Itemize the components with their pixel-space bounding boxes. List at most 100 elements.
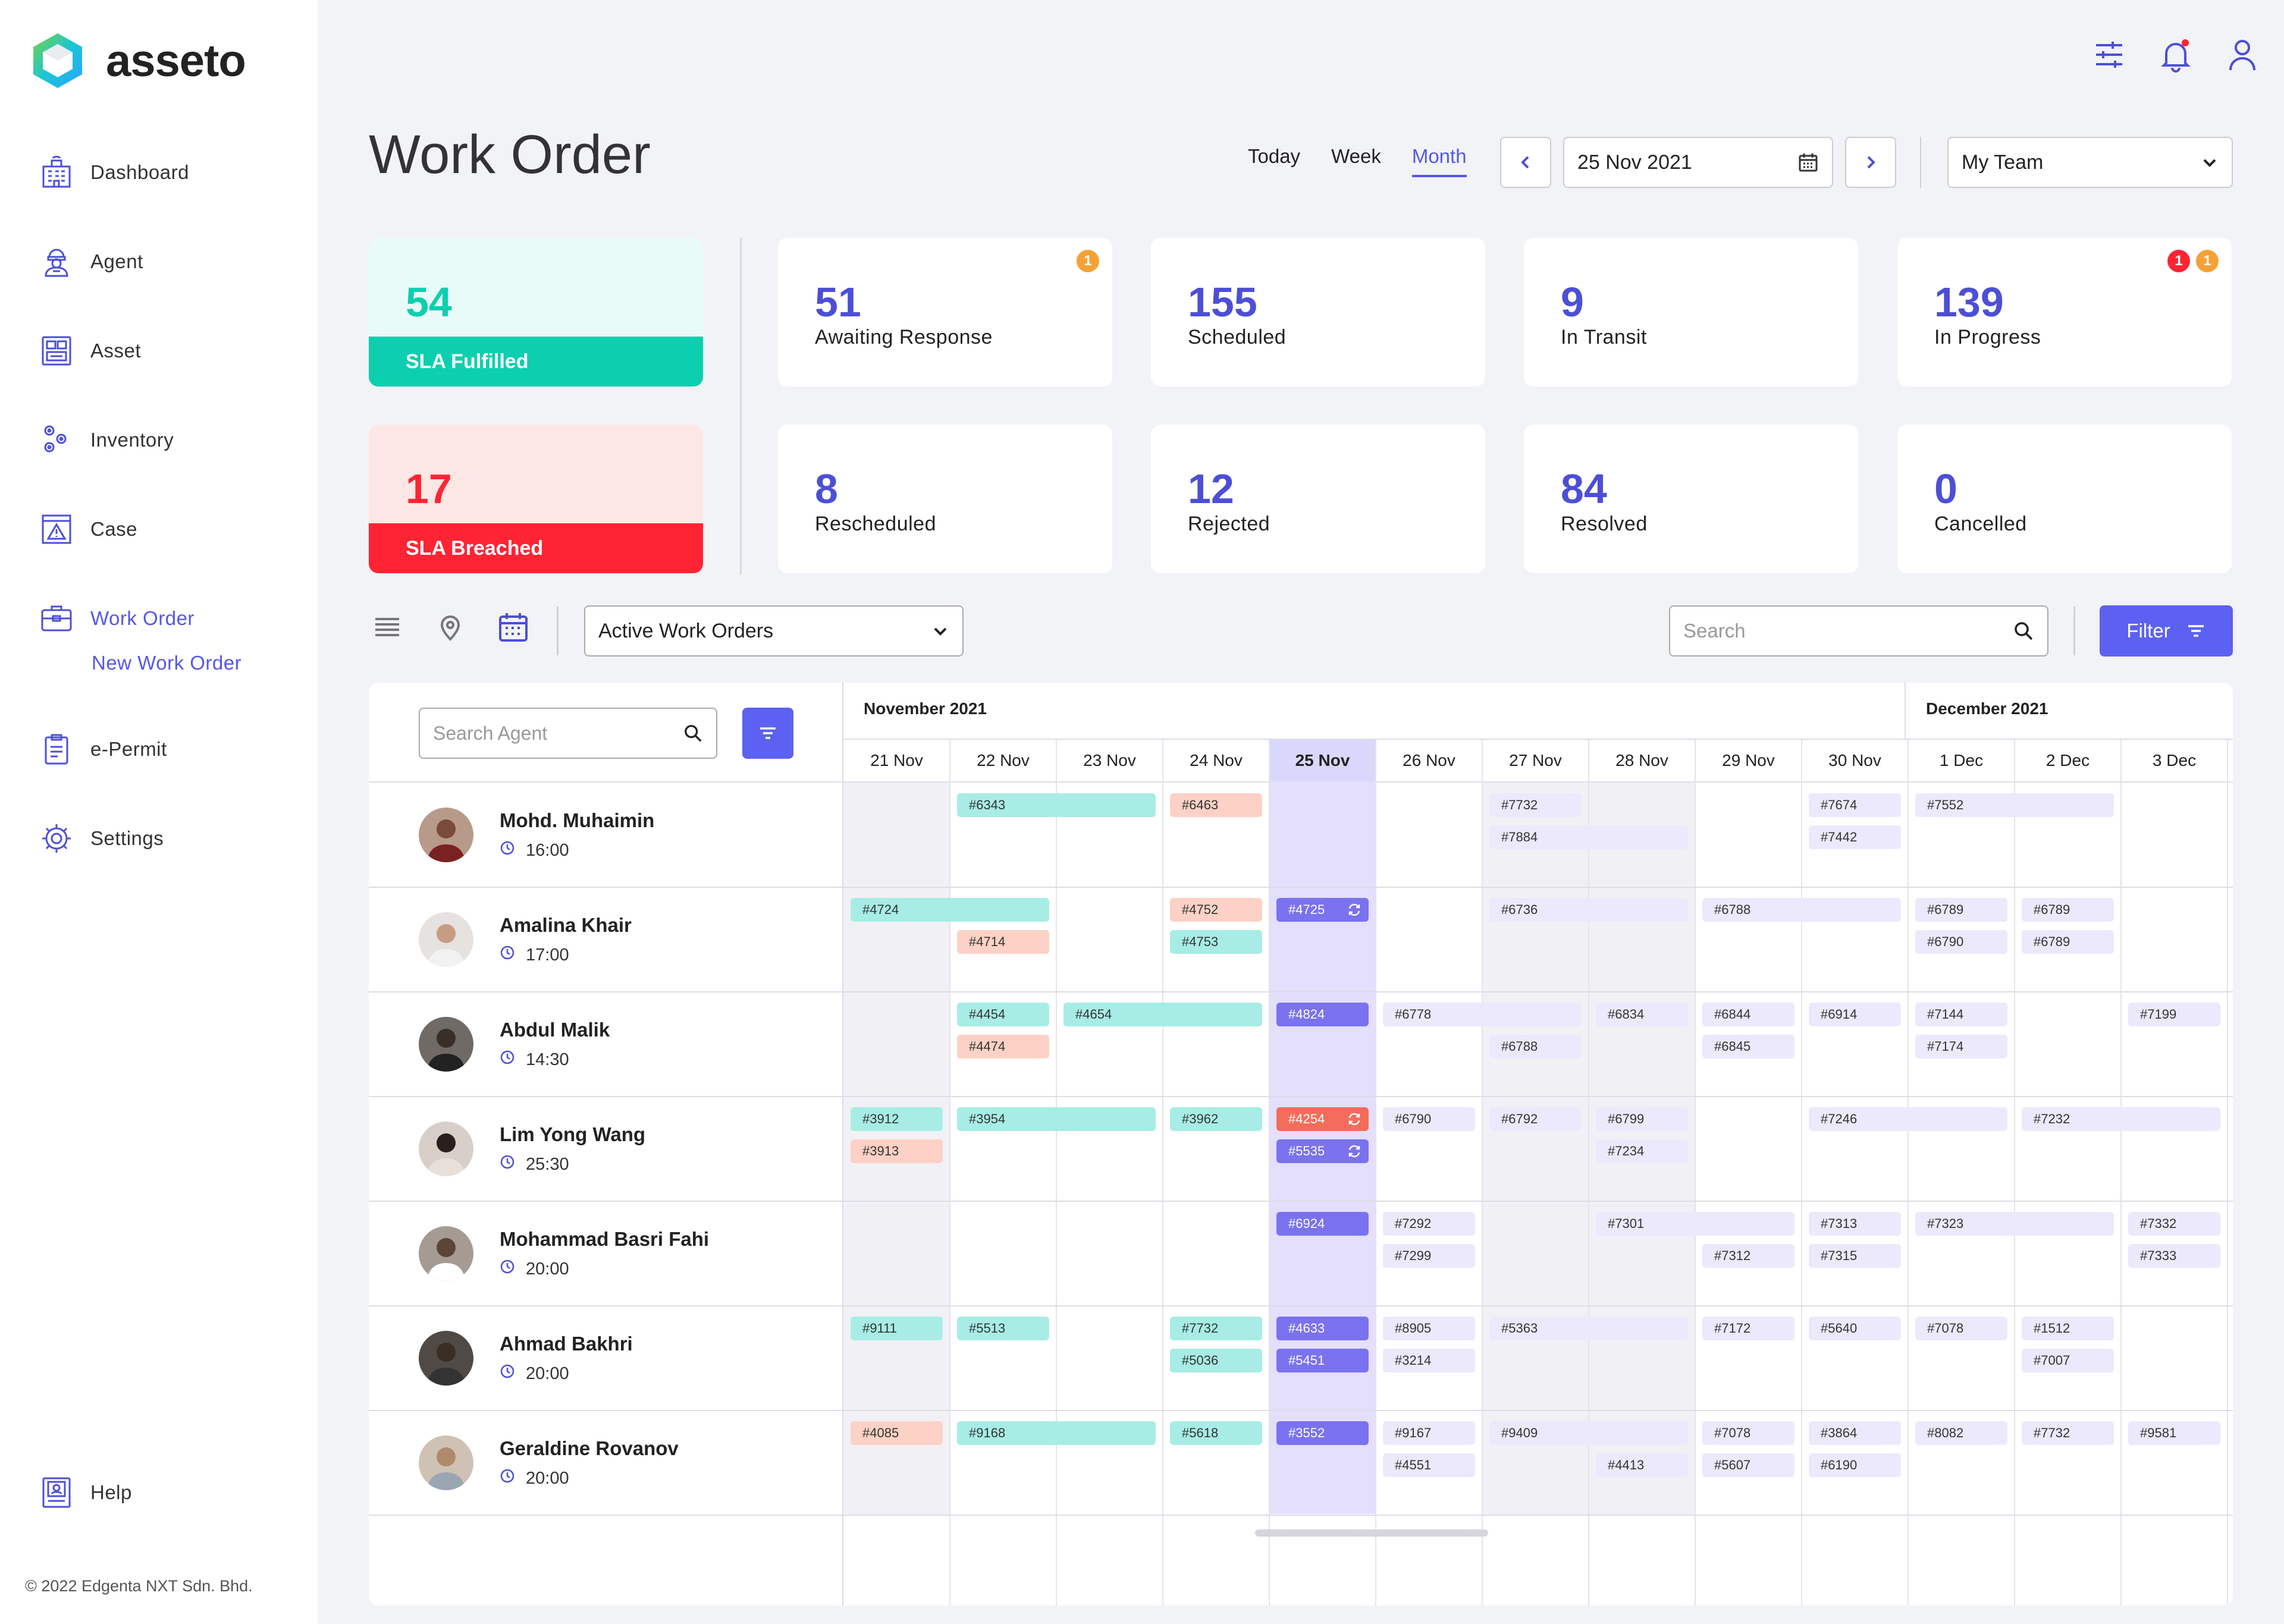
sidebar-item-settings[interactable]: Settings bbox=[38, 818, 164, 859]
sliders-icon[interactable] bbox=[2091, 37, 2127, 73]
work-order-chip[interactable]: #7234 bbox=[1596, 1139, 1688, 1163]
work-order-chip[interactable]: #6736 bbox=[1489, 898, 1688, 922]
work-order-chip[interactable]: #6789 bbox=[2022, 930, 2114, 954]
work-order-chip[interactable]: #7301 bbox=[1596, 1212, 1794, 1236]
work-order-chip[interactable]: #6844 bbox=[1702, 1003, 1794, 1026]
work-order-chip[interactable]: #1512 bbox=[2022, 1317, 2114, 1340]
work-order-chip[interactable]: #7674 bbox=[1809, 793, 1901, 817]
work-order-chip[interactable]: #7007 bbox=[2022, 1349, 2114, 1372]
sidebar-item-agent[interactable]: Agent bbox=[38, 241, 143, 282]
horizontal-scrollbar[interactable] bbox=[1255, 1529, 1488, 1537]
work-order-chip[interactable]: #3913 bbox=[851, 1139, 943, 1163]
map-pin-icon[interactable] bbox=[431, 608, 470, 647]
kpi-card-rejected[interactable]: 12 Rejected bbox=[1151, 425, 1485, 573]
agent-row[interactable]: Ahmad Bakhri 20:00 bbox=[419, 1306, 633, 1411]
work-order-chip[interactable]: #4254 bbox=[1276, 1107, 1369, 1131]
work-order-chip[interactable]: #7246 bbox=[1809, 1107, 2007, 1131]
work-order-chip[interactable]: #7144 bbox=[1915, 1003, 2007, 1026]
sidebar-subitem-new-work-order[interactable]: New Work Order bbox=[92, 652, 242, 674]
work-order-chip[interactable]: #6463 bbox=[1170, 793, 1262, 817]
sidebar-item-help[interactable]: Help bbox=[38, 1472, 132, 1513]
work-order-chip[interactable]: #9167 bbox=[1383, 1421, 1475, 1445]
work-order-chip[interactable]: #6343 bbox=[957, 793, 1156, 817]
work-order-chip[interactable]: #7312 bbox=[1702, 1244, 1794, 1268]
work-order-chip[interactable]: #5535 bbox=[1276, 1139, 1369, 1163]
work-order-chip[interactable]: #7323 bbox=[1915, 1212, 2114, 1236]
sla-fulfilled-card[interactable]: 54 SLA Fulfilled bbox=[369, 238, 703, 387]
logo[interactable]: asseto bbox=[31, 31, 246, 90]
work-order-chip[interactable]: #6799 bbox=[1596, 1107, 1688, 1131]
work-order-chip[interactable]: #4714 bbox=[957, 930, 1049, 954]
kpi-card-in-transit[interactable]: 9 In Transit bbox=[1524, 238, 1858, 387]
work-order-chip[interactable]: #5363 bbox=[1489, 1317, 1688, 1340]
kpi-card-resolved[interactable]: 84 Resolved bbox=[1524, 425, 1858, 573]
work-order-chip[interactable]: #4633 bbox=[1276, 1317, 1369, 1340]
agent-filter-button[interactable] bbox=[742, 708, 793, 759]
tab-month[interactable]: Month bbox=[1411, 145, 1467, 177]
work-order-chip[interactable]: #9409 bbox=[1489, 1421, 1688, 1445]
work-order-chip[interactable]: #6778 bbox=[1383, 1003, 1582, 1026]
work-order-chip[interactable]: #4752 bbox=[1170, 898, 1262, 922]
sidebar-item-e-permit[interactable]: e-Permit bbox=[38, 728, 167, 770]
work-order-chip[interactable]: #3912 bbox=[851, 1107, 943, 1131]
work-order-chip[interactable]: #8082 bbox=[1915, 1421, 2007, 1445]
agent-row[interactable]: Abdul Malik 14:30 bbox=[419, 992, 610, 1097]
work-order-chip[interactable]: #5451 bbox=[1276, 1349, 1369, 1372]
work-order-chip[interactable]: #4753 bbox=[1170, 930, 1262, 954]
work-order-chip[interactable]: #3552 bbox=[1276, 1421, 1369, 1445]
work-order-chip[interactable]: #4724 bbox=[851, 898, 1049, 922]
agent-row[interactable]: Mohammad Basri Fahi 20:00 bbox=[419, 1201, 709, 1306]
work-order-chip[interactable]: #4824 bbox=[1276, 1003, 1369, 1026]
agent-search-input[interactable]: Search Agent bbox=[419, 708, 717, 759]
work-order-chip[interactable]: #7313 bbox=[1809, 1212, 1901, 1236]
work-order-chip[interactable]: #6789 bbox=[2022, 898, 2114, 922]
work-order-chip[interactable]: #7174 bbox=[1915, 1035, 2007, 1058]
work-order-chip[interactable]: #6789 bbox=[1915, 898, 2007, 922]
sla-breached-card[interactable]: 17 SLA Breached bbox=[369, 425, 703, 573]
work-order-chip[interactable]: #7442 bbox=[1809, 825, 1901, 849]
list-view-icon[interactable] bbox=[368, 608, 407, 647]
work-order-chip[interactable]: #7292 bbox=[1383, 1212, 1475, 1236]
work-order-chip[interactable]: #7732 bbox=[1170, 1317, 1262, 1340]
work-order-chip[interactable]: #3214 bbox=[1383, 1349, 1475, 1372]
work-order-chip[interactable]: #6792 bbox=[1489, 1107, 1582, 1131]
user-icon[interactable] bbox=[2225, 37, 2260, 73]
kpi-card-scheduled[interactable]: 155 Scheduled bbox=[1151, 238, 1485, 387]
sidebar-item-inventory[interactable]: Inventory bbox=[38, 419, 174, 461]
work-order-chip[interactable]: #4654 bbox=[1063, 1003, 1262, 1026]
work-order-chip[interactable]: #5640 bbox=[1809, 1317, 1901, 1340]
work-order-chip[interactable]: #4413 bbox=[1596, 1453, 1688, 1477]
work-order-chip[interactable]: #7199 bbox=[2128, 1003, 2220, 1026]
filter-button[interactable]: Filter bbox=[2100, 605, 2233, 656]
tab-week[interactable]: Week bbox=[1331, 145, 1381, 167]
work-order-chip[interactable]: #6914 bbox=[1809, 1003, 1901, 1026]
work-order-chip[interactable]: #7332 bbox=[2128, 1212, 2220, 1236]
kpi-card-cancelled[interactable]: 0 Cancelled bbox=[1897, 425, 2232, 573]
work-order-chip[interactable]: #6788 bbox=[1489, 1035, 1582, 1058]
work-order-chip[interactable]: #7552 bbox=[1915, 793, 2114, 817]
work-order-chip[interactable]: #7884 bbox=[1489, 825, 1688, 849]
work-order-chip[interactable]: #7172 bbox=[1702, 1317, 1794, 1340]
work-order-chip[interactable]: #6790 bbox=[1915, 930, 2007, 954]
work-order-chip[interactable]: #4551 bbox=[1383, 1453, 1475, 1477]
work-order-chip[interactable]: #7333 bbox=[2128, 1244, 2220, 1268]
prev-date-button[interactable] bbox=[1500, 137, 1551, 188]
kpi-card-rescheduled[interactable]: 8 Rescheduled bbox=[778, 425, 1112, 573]
work-order-chip[interactable]: #3962 bbox=[1170, 1107, 1262, 1131]
work-order-chip[interactable]: #5513 bbox=[957, 1317, 1049, 1340]
work-order-chip[interactable]: #4085 bbox=[851, 1421, 943, 1445]
sidebar-item-case[interactable]: Case bbox=[38, 508, 137, 550]
next-date-button[interactable] bbox=[1845, 137, 1896, 188]
work-order-chip[interactable]: #6845 bbox=[1702, 1035, 1794, 1058]
sidebar-item-work-order[interactable]: Work Order bbox=[38, 598, 194, 639]
work-order-chip[interactable]: #4454 bbox=[957, 1003, 1049, 1026]
work-order-chip[interactable]: #6790 bbox=[1383, 1107, 1475, 1131]
calendar-view-icon[interactable] bbox=[494, 608, 533, 647]
work-order-chip[interactable]: #3954 bbox=[957, 1107, 1156, 1131]
work-order-chip[interactable]: #5607 bbox=[1702, 1453, 1794, 1477]
work-order-chip[interactable]: #7732 bbox=[2022, 1421, 2114, 1445]
date-picker[interactable]: 25 Nov 2021 bbox=[1563, 137, 1833, 188]
sidebar-item-asset[interactable]: Asset bbox=[38, 330, 141, 372]
agent-row[interactable]: Geraldine Rovanov 20:00 bbox=[419, 1411, 679, 1515]
search-input[interactable]: Search bbox=[1669, 605, 2048, 656]
